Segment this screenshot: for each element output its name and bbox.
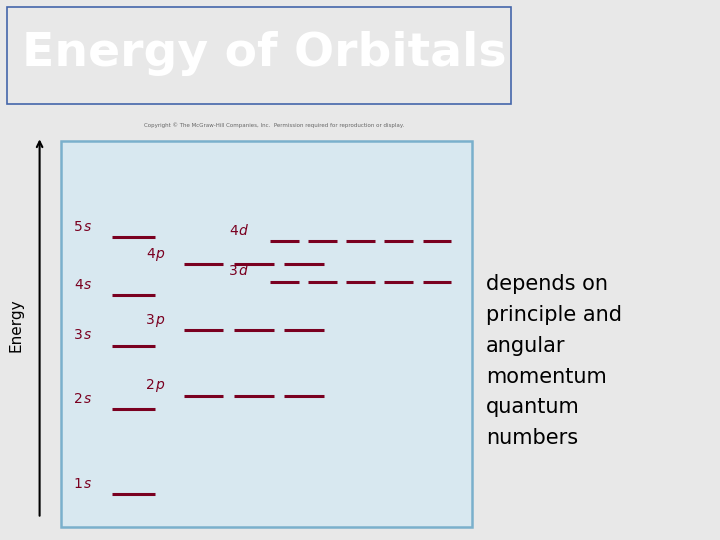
Text: 1: 1 bbox=[74, 477, 83, 491]
Text: p: p bbox=[156, 313, 164, 327]
Text: 5: 5 bbox=[74, 220, 83, 234]
Text: momentum: momentum bbox=[486, 367, 607, 387]
Text: s: s bbox=[84, 477, 91, 491]
Text: 4: 4 bbox=[74, 278, 83, 292]
Text: s: s bbox=[84, 278, 91, 292]
Text: 4: 4 bbox=[146, 247, 155, 261]
Text: d: d bbox=[238, 224, 247, 238]
Text: principle and: principle and bbox=[486, 305, 622, 325]
Text: s: s bbox=[84, 220, 91, 234]
Text: depends on: depends on bbox=[486, 274, 608, 294]
Text: d: d bbox=[238, 265, 247, 278]
Text: 3: 3 bbox=[74, 328, 83, 342]
Text: p: p bbox=[156, 379, 164, 393]
Text: 4: 4 bbox=[229, 224, 238, 238]
Text: p: p bbox=[156, 247, 164, 261]
Text: quantum: quantum bbox=[486, 397, 580, 417]
Text: s: s bbox=[84, 328, 91, 342]
Text: 3: 3 bbox=[229, 265, 238, 278]
Text: 3: 3 bbox=[146, 313, 155, 327]
Text: Energy: Energy bbox=[9, 299, 23, 352]
Text: Energy of Orbitals: Energy of Orbitals bbox=[22, 31, 506, 76]
Text: angular: angular bbox=[486, 336, 565, 356]
Text: Copyright © The McGraw-Hill Companies, Inc.  Permission required for reproductio: Copyright © The McGraw-Hill Companies, I… bbox=[143, 123, 404, 129]
Text: s: s bbox=[84, 392, 91, 406]
FancyBboxPatch shape bbox=[61, 141, 472, 527]
Text: numbers: numbers bbox=[486, 428, 578, 448]
Text: 2: 2 bbox=[146, 379, 155, 393]
Text: 2: 2 bbox=[74, 392, 83, 406]
